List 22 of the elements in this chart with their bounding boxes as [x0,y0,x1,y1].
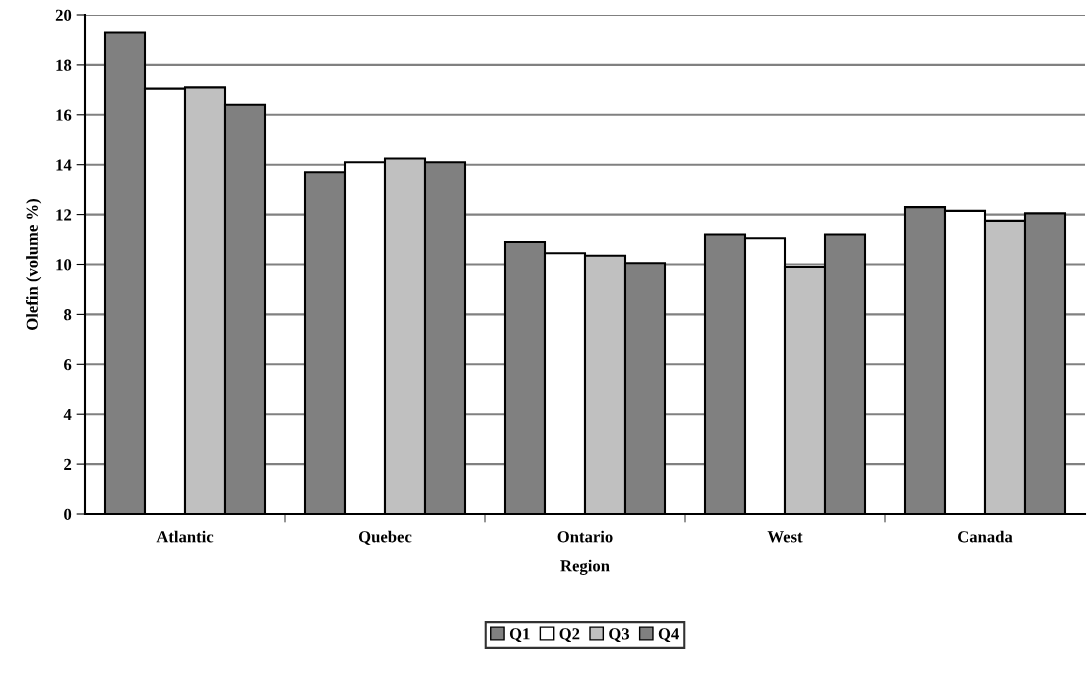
y-tick-label: 16 [56,109,72,121]
legend-label: Q3 [609,628,630,642]
x-tick-label: West [767,531,803,543]
y-tick-label: 18 [56,59,72,71]
y-tick-label: 20 [55,9,72,21]
x-tick-label: Atlantic [156,530,214,543]
x-tick-label: Ontario [557,530,613,543]
legend-label: Q1 [509,628,530,642]
y-tick-label: 10 [56,259,72,271]
legend-label: Q2 [559,628,580,642]
x-axis-title: Region [560,559,610,575]
y-axis-title: Olefin (volume %) [25,199,42,330]
legend-label: Q4 [658,628,679,642]
y-tick-label: 4 [63,409,72,420]
y-tick-label: 0 [64,508,72,520]
x-tick-label: Quebec [358,530,412,545]
y-tick-label: 12 [56,209,72,221]
y-tick-label: 8 [64,309,72,321]
y-tick-label: 6 [64,359,72,371]
y-tick-label: 2 [64,458,72,470]
x-tick-label: Canada [958,530,1013,543]
y-tick-label: 14 [56,159,72,171]
